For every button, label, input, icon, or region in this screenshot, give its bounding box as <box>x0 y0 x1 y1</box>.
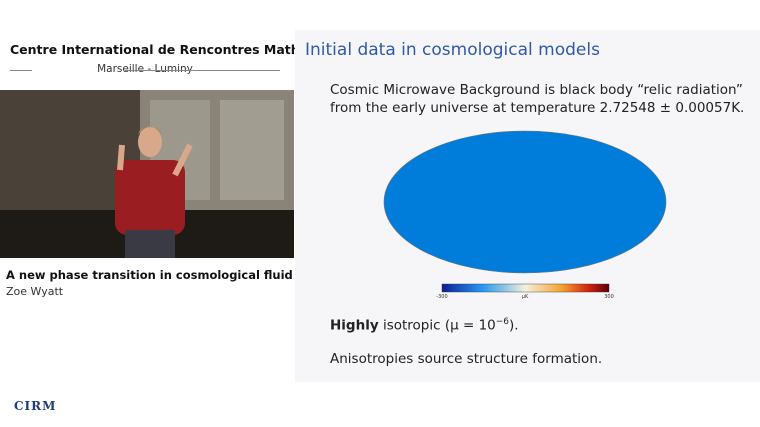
speaker-shirt <box>115 160 185 235</box>
cmb-noise <box>384 131 666 273</box>
talk-title: A new phase transition in cosmological f… <box>6 268 359 282</box>
speaker-arm <box>117 144 125 171</box>
speaker-hair <box>138 126 162 135</box>
text: isotropic (μ = 10 <box>382 317 496 334</box>
colorbar <box>441 283 610 293</box>
exponent: −6 <box>495 317 510 327</box>
speaker-head <box>138 127 162 157</box>
institute-title: Centre International de Rencontres Mathé… <box>10 42 374 57</box>
text: ). <box>509 317 519 334</box>
closing-line: Anisotropies source structure formation. <box>330 351 603 367</box>
rule <box>10 70 32 71</box>
rule <box>125 70 280 71</box>
slide-title: Initial data in cosmological models <box>305 40 600 60</box>
colorbar-unit: μK <box>522 294 529 300</box>
speaker-name: Zoe Wyatt <box>6 285 64 298</box>
speaker-trousers <box>125 230 175 258</box>
isotropy-line: Highly isotropic (μ = 10−6). <box>330 317 519 334</box>
speaker-arm <box>172 143 193 177</box>
institute-location: Marseille - Luminy <box>97 63 193 75</box>
board-panel <box>220 100 284 200</box>
cmb-figure: -300 μK 300 <box>383 130 667 300</box>
paragraph-line: from the early universe at temperature 2… <box>330 100 745 116</box>
paragraph-line: Cosmic Microwave Background is black bod… <box>330 82 743 98</box>
cmb-outline <box>383 130 667 274</box>
video-scene <box>0 90 294 258</box>
emphasis: Highly <box>330 317 379 334</box>
video-frame <box>0 90 294 258</box>
colorbar-max: 300 <box>604 294 614 300</box>
logo: CIRM <box>14 399 57 413</box>
cmb-map <box>384 131 666 273</box>
colorbar-min: -300 <box>436 294 447 300</box>
